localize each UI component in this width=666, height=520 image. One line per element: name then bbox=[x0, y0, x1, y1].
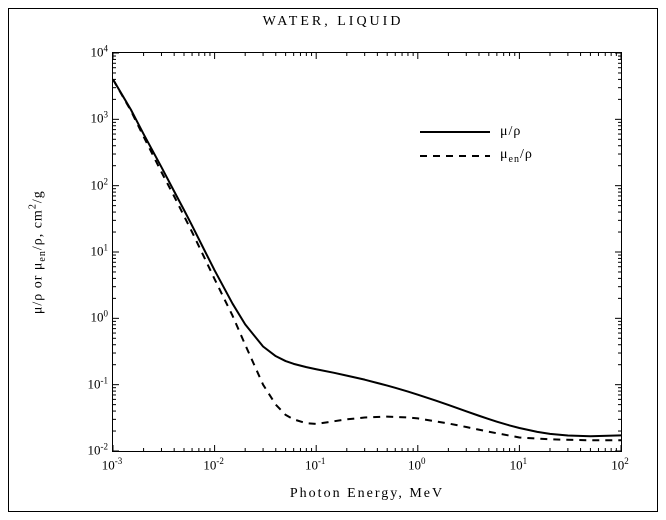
legend-swatch-solid bbox=[420, 126, 490, 138]
y-tick-label: 101 bbox=[91, 242, 109, 259]
x-tick-label: 102 bbox=[611, 456, 629, 473]
y-tick-label: 103 bbox=[91, 110, 109, 127]
y-tick-label: 104 bbox=[91, 43, 109, 60]
x-tick-label: 10-2 bbox=[203, 456, 224, 473]
legend-label: μ/ρ bbox=[500, 124, 521, 140]
chart-svg bbox=[113, 53, 621, 451]
x-axis-label: Photon Energy, MeV bbox=[112, 486, 622, 502]
y-axis-label: μ/ρ or μen/ρ, cm2/g bbox=[28, 52, 48, 452]
x-tick-label: 100 bbox=[408, 456, 426, 473]
chart-title: WATER, LIQUID bbox=[0, 14, 666, 30]
legend-item-mu-rho: μ/ρ bbox=[420, 120, 533, 144]
y-tick-label: 102 bbox=[91, 176, 109, 193]
legend-label: μen/ρ bbox=[500, 147, 533, 165]
y-axis-label-text: μ/ρ or μen/ρ, cm2/g bbox=[28, 190, 48, 314]
legend-swatch-dashed bbox=[420, 150, 490, 162]
legend-item-mu-en-rho: μen/ρ bbox=[420, 144, 533, 168]
legend: μ/ρ μen/ρ bbox=[420, 120, 533, 168]
plot-area bbox=[112, 52, 622, 452]
y-tick-label: 100 bbox=[91, 309, 109, 326]
x-tick-label: 101 bbox=[510, 456, 528, 473]
y-tick-label: 10-1 bbox=[88, 375, 109, 392]
x-tick-label: 10-1 bbox=[305, 456, 326, 473]
x-tick-label: 10-3 bbox=[102, 456, 123, 473]
